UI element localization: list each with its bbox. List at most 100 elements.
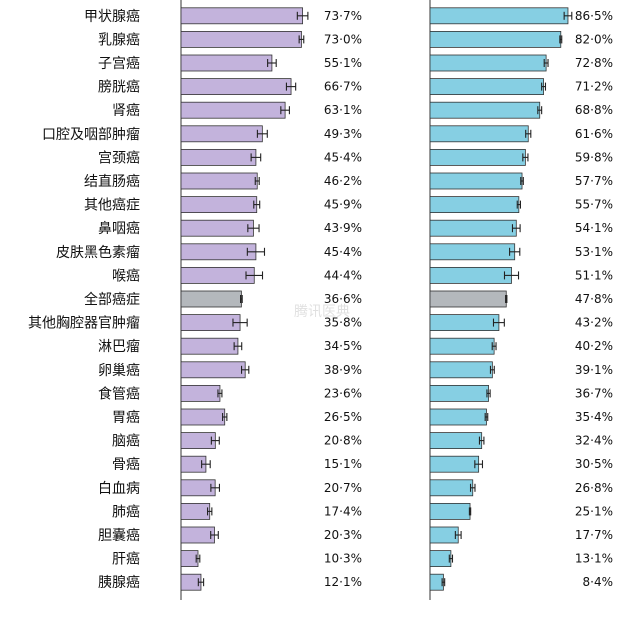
value-label: 34·5% <box>324 339 362 353</box>
bar <box>429 502 471 520</box>
error-bar <box>468 507 472 516</box>
error-bar <box>522 153 529 162</box>
bar <box>180 78 292 95</box>
error-bar <box>298 35 305 44</box>
bar <box>180 101 286 119</box>
bar <box>429 408 487 426</box>
bar <box>429 148 526 166</box>
bar <box>180 54 273 72</box>
error-bar <box>448 554 454 563</box>
error-bar <box>469 483 476 492</box>
bar-highlight <box>429 290 507 308</box>
category-label: 其他癌症 <box>84 198 140 214</box>
category-label: 全部癌症 <box>84 291 140 308</box>
bar <box>180 408 226 426</box>
category-label: 胃癌 <box>112 410 140 426</box>
value-label: 49·3% <box>324 127 362 141</box>
error-bar <box>489 365 495 374</box>
error-bar <box>240 295 243 303</box>
bar <box>429 243 516 261</box>
error-bar <box>478 436 485 445</box>
value-label: 35·4% <box>575 410 613 424</box>
error-bar <box>254 177 260 185</box>
value-label: 26·8% <box>575 481 613 495</box>
error-bar <box>233 342 243 351</box>
value-label: 23·6% <box>324 386 362 400</box>
bar <box>180 526 215 544</box>
bar <box>429 172 523 190</box>
error-bar <box>563 11 573 20</box>
value-label: 45·9% <box>324 198 362 212</box>
error-bar <box>285 82 297 91</box>
value-label: 55·1% <box>324 56 362 70</box>
error-bar <box>247 224 260 233</box>
error-bar <box>511 224 521 233</box>
value-label: 35·8% <box>324 316 362 330</box>
value-label: 38·9% <box>324 363 362 377</box>
value-label: 20·3% <box>324 528 362 542</box>
error-bar <box>253 200 261 209</box>
bar <box>429 384 489 402</box>
watermark: 腾讯医典 <box>294 303 350 320</box>
value-label: 17·7% <box>575 528 613 542</box>
category-label: 皮肤黑色素瘤 <box>56 244 140 261</box>
error-bar <box>537 106 543 115</box>
error-bar <box>509 247 521 256</box>
error-bar <box>245 271 264 280</box>
error-bar <box>543 59 549 67</box>
error-bar <box>474 460 484 469</box>
error-bar <box>296 11 309 20</box>
panel-left: 73·7% 73·0% 55·1% 66·7% 63·1% 49·3% 45·4% 46·2%… <box>180 0 362 600</box>
bar <box>180 30 302 48</box>
error-bar <box>541 82 547 91</box>
error-bar <box>217 389 223 398</box>
value-label: 17·4% <box>324 504 362 518</box>
bar <box>429 337 495 355</box>
bar <box>429 432 483 450</box>
bar <box>180 219 254 237</box>
error-bar <box>222 413 228 421</box>
bar <box>180 337 239 355</box>
value-label: 51·1% <box>575 268 613 282</box>
value-label: 10·3% <box>324 552 362 566</box>
value-label: 66·7% <box>324 80 362 94</box>
value-label: 43·9% <box>324 221 362 235</box>
error-bar <box>525 129 532 138</box>
value-label: 73·0% <box>324 32 362 46</box>
bar <box>180 479 216 497</box>
category-label: 骨癌 <box>112 457 140 473</box>
category-label: 胆囊癌 <box>98 527 140 544</box>
value-label: 45·4% <box>324 150 362 164</box>
error-bar <box>505 295 508 303</box>
category-label: 淋巴瘤 <box>98 338 140 355</box>
bar <box>180 196 258 214</box>
value-label: 36·6% <box>324 292 362 306</box>
value-label: 82·0% <box>575 32 613 46</box>
error-bar <box>250 153 262 162</box>
bar <box>180 148 257 166</box>
value-label: 36·7% <box>575 386 613 400</box>
value-label: 54·1% <box>575 221 613 235</box>
value-label: 40·2% <box>575 339 613 353</box>
bar <box>180 314 241 332</box>
category-label: 其他胸腔器官肿瘤 <box>28 315 140 332</box>
bar <box>180 125 263 143</box>
bar <box>429 196 520 214</box>
value-label: 73·7% <box>324 9 362 23</box>
value-label: 86·5% <box>575 9 613 23</box>
bar <box>180 550 199 567</box>
category-label: 食管癌 <box>98 385 140 402</box>
bar <box>429 455 480 473</box>
error-bar <box>246 247 266 256</box>
value-label: 46·2% <box>324 174 362 188</box>
category-label: 甲状腺癌 <box>84 9 140 25</box>
value-label: 20·7% <box>324 481 362 495</box>
category-label: 膀胱癌 <box>98 79 140 96</box>
value-label: 25·1% <box>575 504 613 518</box>
error-bar <box>491 342 497 351</box>
error-bar <box>484 413 489 421</box>
category-label: 鼻咽癌 <box>98 220 140 237</box>
category-label: 脑癌 <box>112 434 140 450</box>
category-label: 宫颈癌 <box>98 150 140 166</box>
bar <box>429 101 541 119</box>
